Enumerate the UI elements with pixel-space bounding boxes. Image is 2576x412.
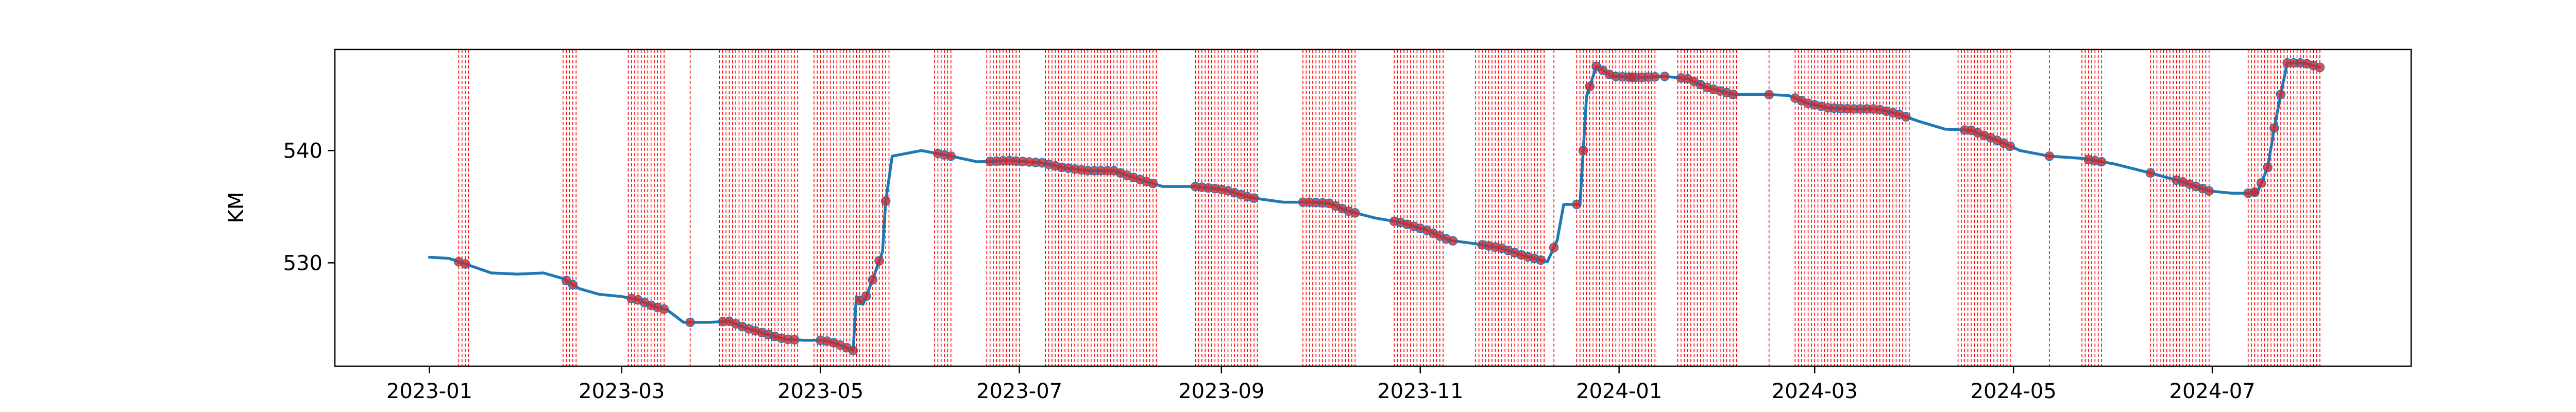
x-tick-label: 2023-03 — [579, 380, 665, 403]
event-marker — [2250, 187, 2260, 197]
event-marker — [1448, 236, 1458, 246]
event-marker — [861, 291, 871, 301]
event-marker — [1148, 179, 1158, 188]
event-marker — [1764, 90, 1774, 100]
event-marker — [1650, 72, 1660, 82]
event-marker — [1549, 243, 1559, 252]
event-marker — [789, 335, 800, 345]
x-tick-label: 2023-11 — [1377, 380, 1463, 403]
x-tick-label: 2023-01 — [386, 380, 472, 403]
event-marker — [848, 346, 858, 355]
y-axis: 530 540 — [283, 139, 335, 275]
y-tick-label: 530 — [283, 251, 323, 275]
event-marker — [855, 296, 865, 305]
y-tick-label: 540 — [283, 139, 323, 163]
y-axis-label: KM — [225, 192, 248, 224]
event-marker — [2263, 162, 2273, 173]
event-marker — [2256, 178, 2266, 188]
event-marker — [2096, 157, 2107, 167]
event-marker — [2204, 186, 2214, 196]
x-axis: 2023-01 2023-03 2023-05 2023-07 2023-09 2023-… — [386, 366, 2256, 403]
x-tick-label: 2023-07 — [976, 380, 1062, 403]
x-tick-label: 2023-05 — [777, 380, 863, 403]
event-marker — [1536, 255, 1546, 265]
x-tick-label: 2023-09 — [1178, 380, 1264, 403]
event-marker — [1728, 89, 1738, 99]
event-marker — [460, 259, 470, 269]
event-markers — [454, 58, 2325, 355]
event-marker — [1578, 146, 1588, 156]
event-marker — [1350, 208, 1360, 218]
event-marker — [2315, 62, 2325, 73]
x-tick-label: 2024-03 — [1772, 380, 1858, 403]
x-tick-label: 2024-01 — [1576, 380, 1662, 403]
x-tick-label: 2024-05 — [1971, 380, 2057, 403]
event-marker — [1627, 72, 1637, 82]
event-marker — [2269, 123, 2279, 133]
event-marker — [2005, 141, 2015, 151]
event-marker — [685, 317, 695, 328]
plot-frame — [334, 48, 2412, 367]
event-vlines — [458, 50, 2320, 366]
event-marker — [1659, 72, 1670, 81]
event-marker — [568, 280, 578, 289]
event-marker — [2145, 168, 2156, 178]
event-marker — [2276, 89, 2286, 99]
event-marker — [1585, 81, 1595, 92]
event-marker — [2044, 151, 2055, 161]
event-marker — [880, 196, 891, 206]
event-marker — [946, 151, 956, 161]
event-marker — [659, 304, 669, 314]
event-marker — [1249, 193, 1259, 203]
event-marker — [874, 256, 884, 266]
x-tick-label: 2024-07 — [2170, 380, 2256, 403]
event-marker — [1572, 199, 1582, 210]
event-marker — [868, 274, 878, 285]
event-marker — [1901, 112, 1911, 122]
